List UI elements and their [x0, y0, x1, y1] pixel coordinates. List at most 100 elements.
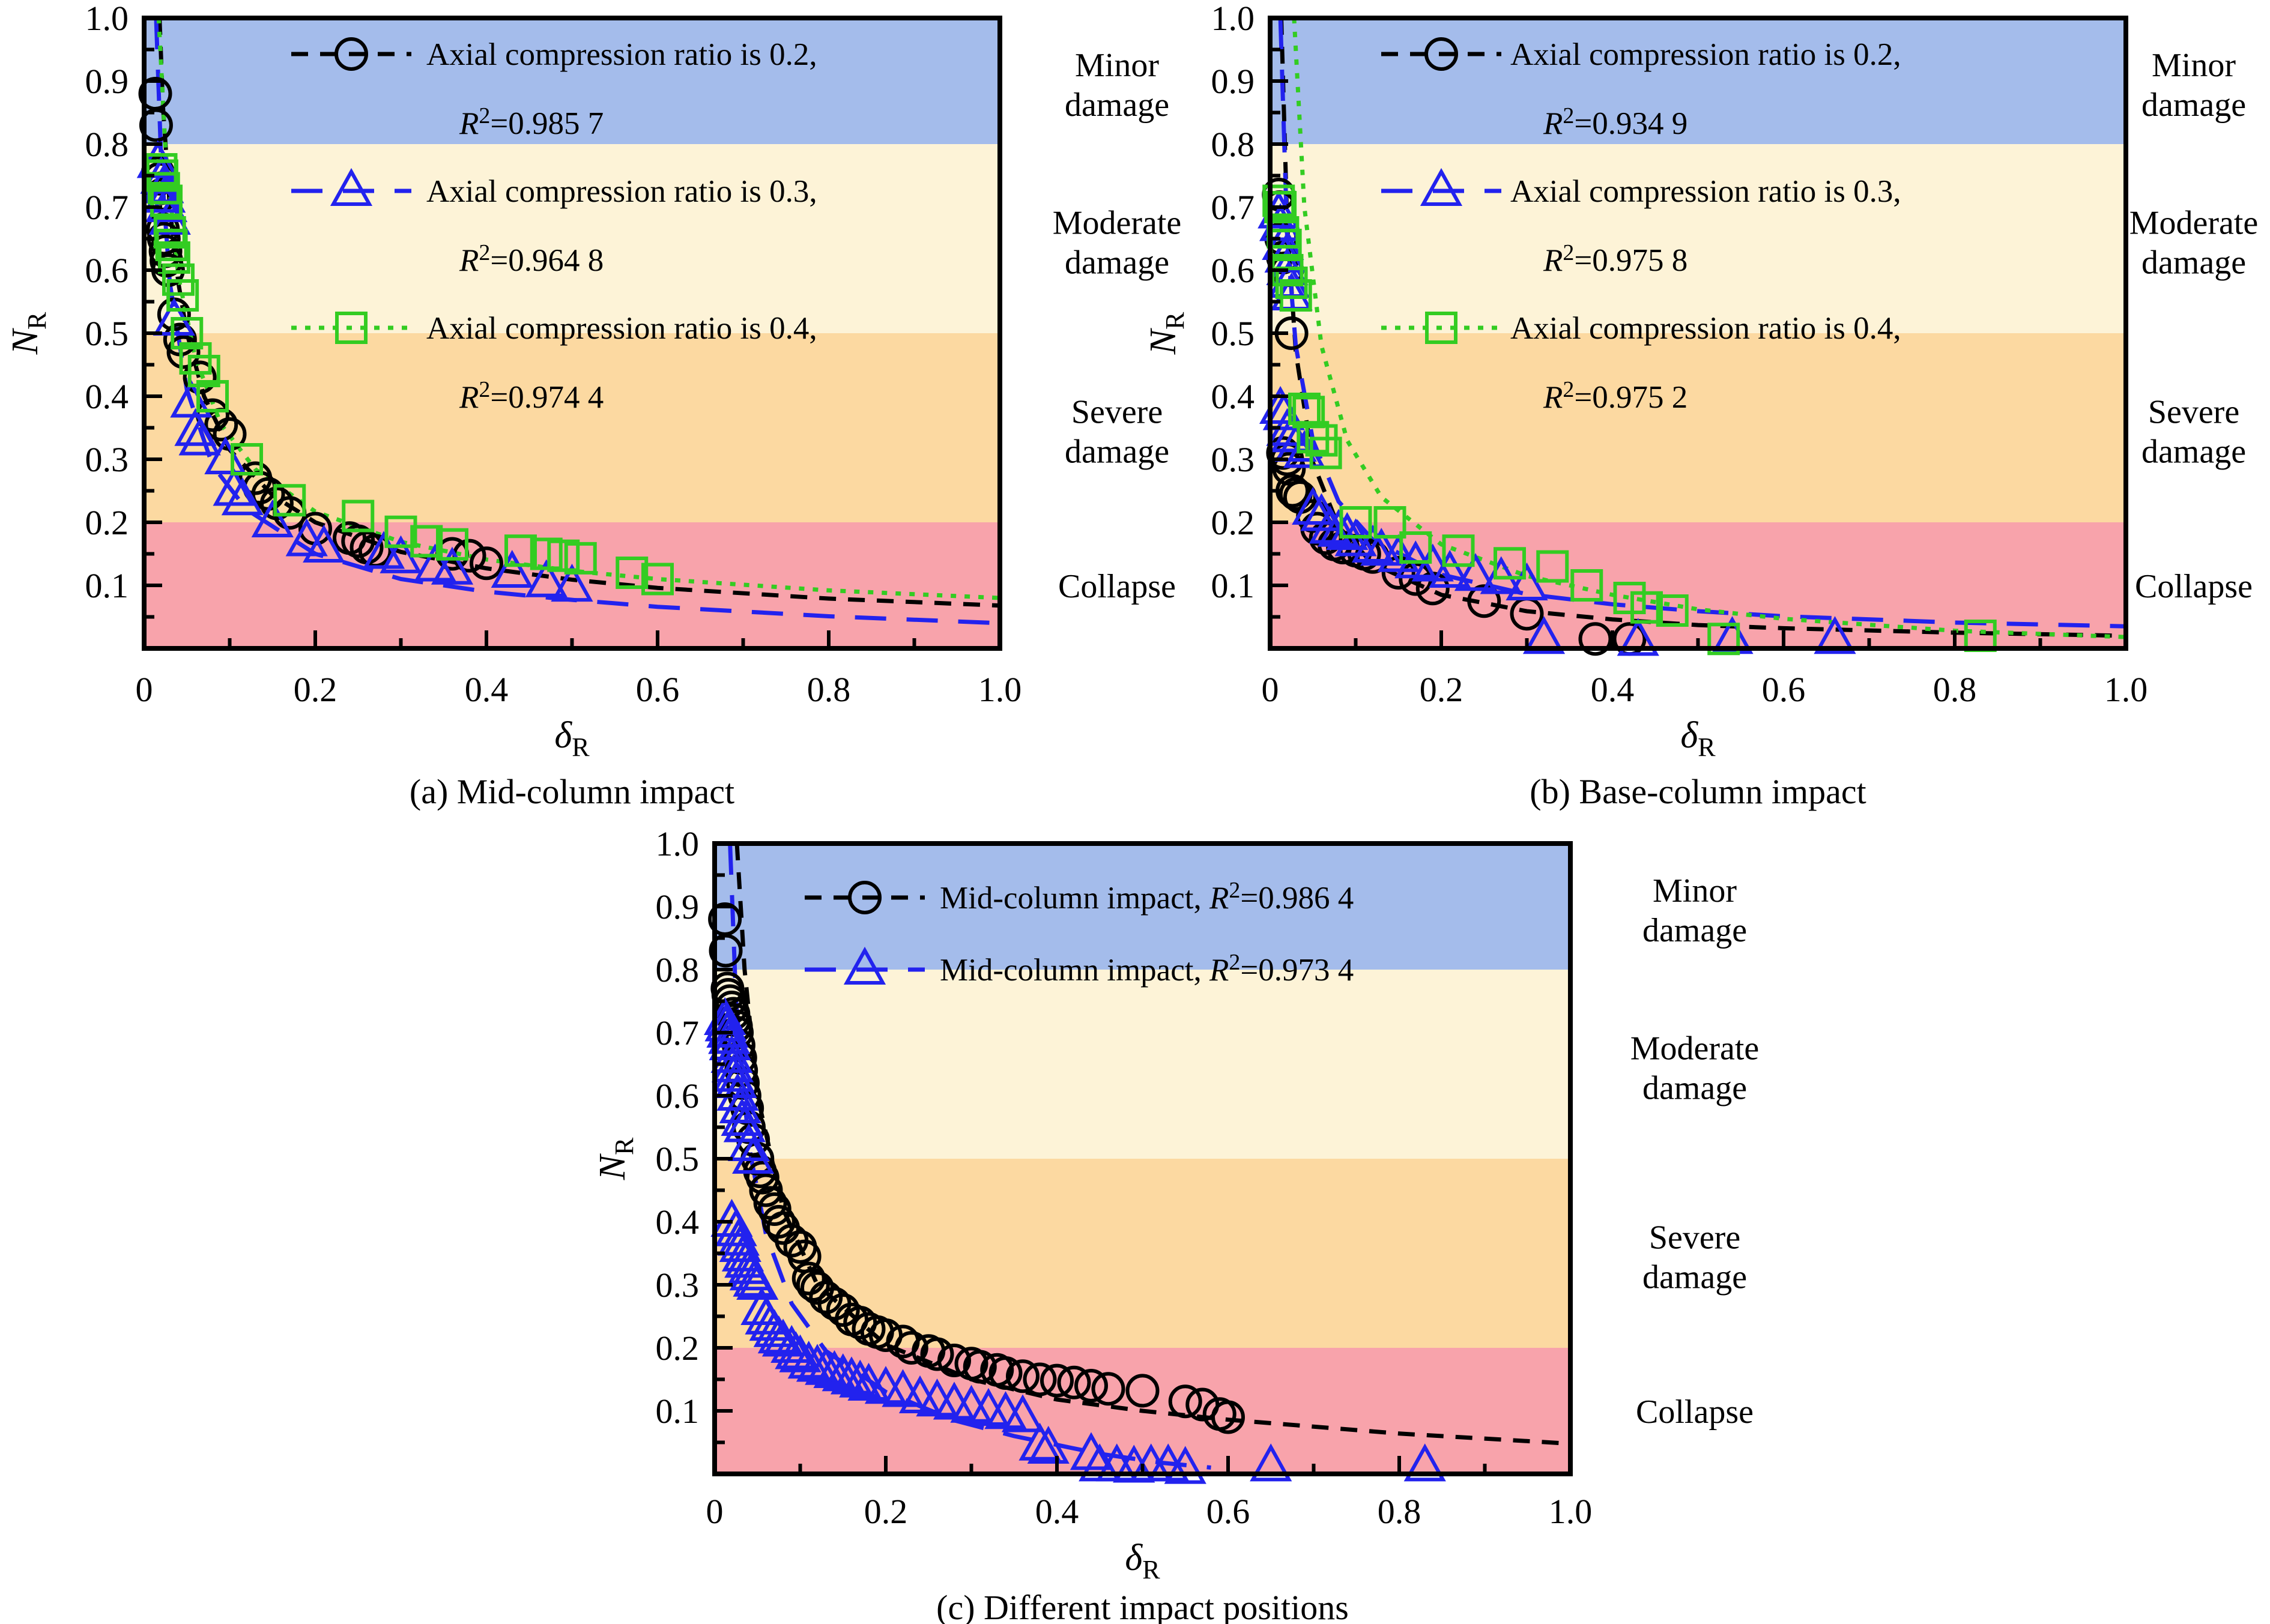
zone-label: Moderate: [2129, 205, 2259, 242]
x-tick-label: 0.2: [294, 670, 337, 709]
data-point-square: [335, 312, 368, 344]
legend: Axial compression ratio is 0.2, R2=0.934 …: [1381, 37, 1901, 415]
legend-label: Mid-column impact, R2=0.986 4: [940, 878, 1354, 916]
data-point-triangle: [1018, 1422, 1061, 1461]
zone-label: damage: [1065, 86, 1169, 124]
data-point-triangle: [551, 563, 593, 602]
data-point-triangle: [303, 524, 345, 563]
data-point-triangle: [204, 436, 247, 474]
series-points-2: [145, 153, 674, 596]
y-tick-label: 1.0: [85, 0, 129, 38]
data-point-triangle: [1309, 506, 1351, 544]
y-tick-label: 0.2: [85, 503, 129, 542]
plot-root: 0.1 0.2 0.3 0.4 0.5 0.6 0.7 0.8 0.9 1.0 0 0.2 0.4 0.6…: [1143, 0, 2258, 811]
y-tick-label: 0.9: [85, 62, 129, 101]
x-axis-label: δR: [1680, 715, 1716, 762]
x-tick-label: 1.0: [978, 670, 1022, 709]
zone-label: damage: [1642, 1070, 1747, 1107]
y-tick-label: 0.4: [1211, 377, 1255, 416]
data-point-triangle: [1429, 549, 1471, 588]
zone-labels: MinordamageModeratedamageSeveredamageCol…: [1630, 872, 1760, 1431]
zone-severe: [715, 1159, 1570, 1348]
data-point-circle: [826, 1293, 860, 1327]
data-point-square: [530, 537, 563, 570]
data-point-triangle: [1326, 512, 1369, 550]
series-points-0: [708, 902, 1245, 1434]
data-point-triangle: [719, 1224, 761, 1262]
x-tick-label: 0.8: [807, 670, 851, 709]
x-axis-label: δR: [1125, 1538, 1160, 1584]
y-tick-label: 0.5: [656, 1140, 700, 1179]
data-point-square: [196, 380, 229, 412]
zone-label: Collapse: [2135, 568, 2253, 605]
x-tick-label: 1.0: [1549, 1492, 1593, 1531]
zone-label: damage: [2141, 433, 2246, 471]
zone-label: damage: [1065, 244, 1169, 282]
legend-r2: R2=0.985 7: [459, 103, 604, 141]
data-point-circle: [894, 1331, 928, 1365]
y-tick-label: 0.3: [656, 1266, 700, 1305]
x-tick-label: 0: [706, 1492, 724, 1531]
data-point-circle: [1057, 1365, 1091, 1399]
data-point-triangle: [1027, 1425, 1070, 1464]
y-tick-label: 0.4: [656, 1203, 700, 1242]
data-point-circle: [1168, 1384, 1202, 1419]
y-tick-label: 0.9: [656, 887, 700, 926]
y-tick-label: 0.1: [85, 566, 129, 605]
legend-label: Mid-column impact, R2=0.973 4: [940, 950, 1354, 988]
legend-label: Axial compression ratio is 0.4,: [426, 311, 817, 346]
data-point-triangle: [431, 546, 474, 585]
zone-labels: MinordamageModeratedamageSeveredamageCol…: [1053, 47, 1182, 605]
data-point-square: [171, 317, 204, 349]
zone-label: Minor: [1653, 872, 1737, 910]
data-point-circle: [809, 1281, 843, 1314]
data-point-triangle: [723, 1104, 766, 1143]
axes: 0.1 0.2 0.3 0.4 0.5 0.6 0.7 0.8 0.9 1.0 0 0.2 0.4 0.6…: [656, 824, 1593, 1531]
zone-moderate: [1270, 144, 2126, 333]
legend: Axial compression ratio is 0.2, R2=0.985 …: [291, 37, 817, 415]
x-tick-label: 0.4: [1591, 670, 1635, 709]
zone-label: Moderate: [1630, 1030, 1760, 1067]
data-point-triangle: [221, 477, 264, 516]
data-point-triangle: [830, 1356, 873, 1395]
data-point-triangle: [719, 1085, 761, 1123]
data-point-circle: [334, 37, 368, 71]
data-point-triangle: [822, 1353, 864, 1392]
data-point-circle: [920, 1337, 954, 1371]
data-point-circle: [139, 108, 173, 142]
x-axis-label: δR: [554, 715, 590, 762]
y-tick-label: 0.3: [1211, 440, 1255, 479]
y-tick-label: 0.3: [85, 440, 129, 479]
y-tick-label: 1.0: [656, 824, 700, 863]
legend-r2: R2=0.974 4: [459, 377, 604, 415]
zone-label: damage: [2141, 86, 2246, 124]
data-point-triangle: [491, 549, 533, 588]
zone-label: Collapse: [1636, 1393, 1754, 1431]
data-point-circle: [1125, 1374, 1160, 1408]
data-point-triangle: [1420, 168, 1463, 206]
chart-mid-column-impact: 0.1 0.2 0.3 0.4 0.5 0.6 0.7 0.8 0.9 1.0 0 0.2 0.4 0.6…: [5, 0, 1182, 811]
data-point-triangle: [796, 1344, 839, 1382]
data-point-circle: [1578, 622, 1612, 656]
legend-r2: R2=0.934 9: [1543, 103, 1687, 141]
zone-label: Collapse: [1058, 568, 1176, 605]
y-tick-label: 0.5: [1211, 314, 1255, 353]
zone-label: Severe: [1649, 1219, 1740, 1257]
data-point-square: [1425, 312, 1457, 344]
data-point-triangle: [727, 1123, 770, 1161]
data-point-square: [273, 484, 306, 517]
data-point-circle: [1272, 451, 1306, 486]
data-point-triangle: [715, 1208, 757, 1246]
data-point-square: [1442, 534, 1475, 567]
data-point-triangle: [1522, 616, 1566, 654]
data-point-triangle: [882, 1369, 924, 1407]
zone-minor: [144, 18, 1000, 144]
x-tick-label: 0.6: [636, 670, 680, 709]
data-point-square: [157, 241, 190, 274]
x-tick-label: 0: [136, 670, 153, 709]
y-tick-label: 0.4: [85, 377, 129, 416]
y-tick-label: 0.8: [1211, 125, 1255, 164]
data-point-triangle: [330, 168, 373, 206]
y-tick-label: 0.2: [1211, 503, 1255, 542]
